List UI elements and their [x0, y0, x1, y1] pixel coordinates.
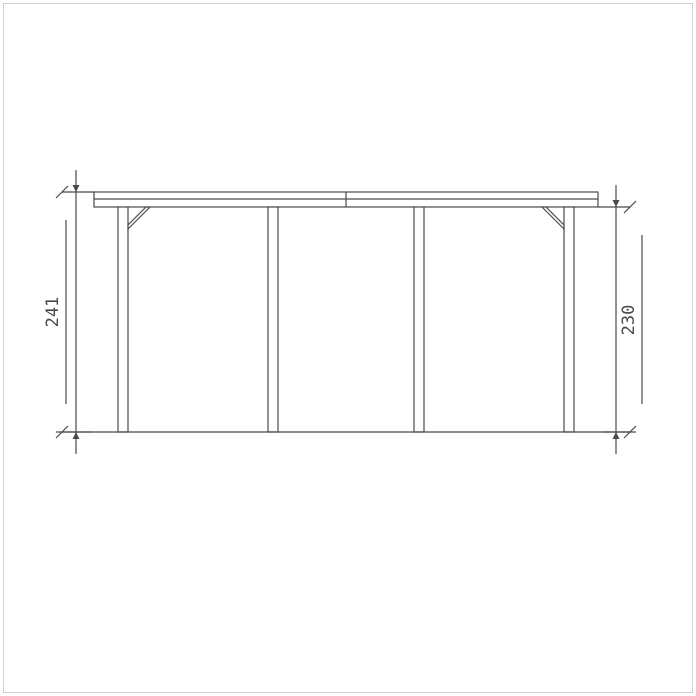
dim-right-value: 230 — [619, 305, 639, 336]
dim-left-value: 241 — [43, 297, 63, 328]
technical-drawing: 241 230 — [0, 0, 696, 696]
post — [564, 207, 574, 432]
post — [414, 207, 424, 432]
knee-brace — [128, 207, 150, 229]
post — [118, 207, 128, 432]
knee-brace — [542, 207, 564, 229]
post — [268, 207, 278, 432]
